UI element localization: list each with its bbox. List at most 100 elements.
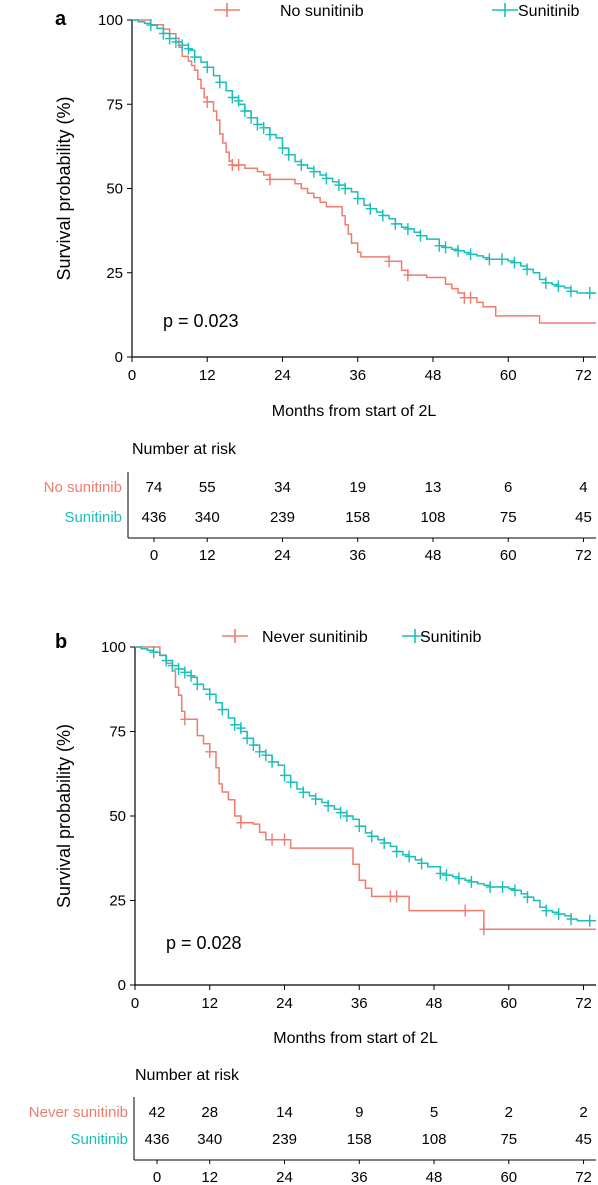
- censor-mark: [267, 833, 277, 846]
- x-tick-label: 72: [575, 995, 592, 1012]
- risk-tick-label: 36: [351, 1169, 368, 1185]
- risk-count: 6: [504, 479, 512, 496]
- censor-mark: [183, 42, 193, 55]
- censor-mark: [441, 869, 451, 882]
- risk-tick-label: 60: [500, 547, 517, 564]
- survival-curve: [132, 19, 596, 324]
- censor-mark: [261, 749, 271, 762]
- censor-mark: [453, 244, 463, 257]
- censor-mark: [522, 263, 532, 276]
- censor-mark: [246, 111, 256, 124]
- censor-mark: [479, 923, 489, 936]
- chart-panel-a: a No sunitinib Sunitinib 0 25 50 75 100 0 12 24 36 4…: [44, 3, 596, 564]
- risk-count: 28: [201, 1104, 218, 1121]
- censor-mark: [298, 786, 308, 799]
- censor-mark: [280, 769, 290, 782]
- censor-mark: [510, 884, 520, 897]
- censor-mark: [230, 718, 240, 731]
- y-tick-label: 0: [118, 977, 126, 994]
- x-tick-label: 24: [274, 367, 291, 384]
- y-tick-label: 50: [106, 181, 123, 198]
- risk-count: 45: [575, 509, 592, 526]
- legend-item: No sunitinib: [214, 3, 364, 20]
- censor-mark: [234, 158, 244, 171]
- censor-mark: [236, 722, 246, 735]
- risk-count: 239: [272, 1131, 297, 1148]
- censor-mark: [190, 51, 200, 64]
- censor-mark: [435, 867, 445, 880]
- risk-table-title: Number at risk: [132, 441, 237, 458]
- censor-mark: [227, 91, 237, 104]
- risk-tick-label: 60: [500, 1169, 517, 1185]
- risk-count: 55: [199, 479, 216, 496]
- censor-mark: [541, 276, 551, 289]
- panel-label: a: [55, 8, 67, 30]
- y-tick-label: 50: [109, 808, 126, 825]
- censor-mark: [202, 95, 212, 108]
- x-tick-label: 36: [351, 995, 368, 1012]
- censor-mark: [255, 745, 265, 758]
- risk-count: 4: [579, 479, 587, 496]
- censor-mark: [466, 291, 476, 304]
- risk-tick-label: 48: [425, 547, 442, 564]
- censor-mark: [242, 732, 252, 745]
- censor-mark: [441, 241, 451, 254]
- panel-label: b: [55, 631, 67, 653]
- censor-mark: [161, 654, 171, 667]
- censor-mark: [186, 669, 196, 682]
- censor-mark: [167, 659, 177, 672]
- x-tick-label: 60: [500, 995, 517, 1012]
- censor-mark: [323, 799, 333, 812]
- censor-mark: [205, 745, 215, 758]
- risk-count: 108: [422, 1131, 447, 1148]
- censor-mark: [403, 269, 413, 282]
- x-tick-label: 0: [131, 995, 139, 1012]
- legend-item: Sunitinib: [492, 3, 579, 20]
- censor-mark: [296, 158, 306, 171]
- censor-mark: [392, 845, 402, 858]
- risk-tick-label: 24: [276, 1169, 293, 1185]
- x-tick-label: 12: [199, 367, 216, 384]
- censor-mark: [284, 148, 294, 161]
- censor-mark: [248, 739, 258, 752]
- censor-mark: [434, 239, 444, 252]
- censor-mark: [392, 890, 402, 903]
- risk-count: 42: [149, 1104, 166, 1121]
- risk-count: 9: [355, 1104, 363, 1121]
- risk-count: 34: [274, 479, 291, 496]
- legend-label: Sunitinib: [420, 629, 481, 646]
- y-axis-label: Survival probability (%): [54, 724, 74, 908]
- risk-row-label: Never sunitinib: [29, 1104, 128, 1121]
- censor-mark: [353, 192, 363, 205]
- risk-count: 436: [141, 509, 166, 526]
- censor-mark: [365, 202, 375, 215]
- censor-mark: [265, 128, 275, 141]
- censor-mark: [165, 32, 175, 45]
- censor-mark: [267, 755, 277, 768]
- censor-mark: [379, 837, 389, 850]
- risk-count: 75: [500, 509, 517, 526]
- y-tick-label: 100: [98, 12, 123, 29]
- censor-mark: [336, 806, 346, 819]
- censor-mark: [311, 793, 321, 806]
- risk-count: 5: [430, 1104, 438, 1121]
- censor-mark: [497, 253, 507, 266]
- censor-mark: [585, 914, 595, 927]
- censor-mark: [259, 121, 269, 134]
- censor-mark: [171, 35, 181, 48]
- censor-mark: [252, 118, 262, 131]
- censor-mark: [146, 19, 156, 32]
- legend-item: Never sunitinib: [222, 629, 368, 646]
- risk-tick-label: 12: [201, 1169, 218, 1185]
- risk-row-label: Sunitinib: [70, 1131, 128, 1148]
- risk-count: 436: [144, 1131, 169, 1148]
- y-axis-label: Survival probability (%): [54, 96, 74, 280]
- x-tick-label: 48: [425, 367, 442, 384]
- censor-mark: [454, 872, 464, 885]
- censor-mark: [585, 286, 595, 299]
- y-tick-label: 100: [101, 639, 126, 656]
- risk-tick-label: 12: [199, 547, 216, 564]
- censor-mark: [541, 904, 551, 917]
- censor-mark: [554, 908, 564, 921]
- x-tick-label: 72: [575, 367, 592, 384]
